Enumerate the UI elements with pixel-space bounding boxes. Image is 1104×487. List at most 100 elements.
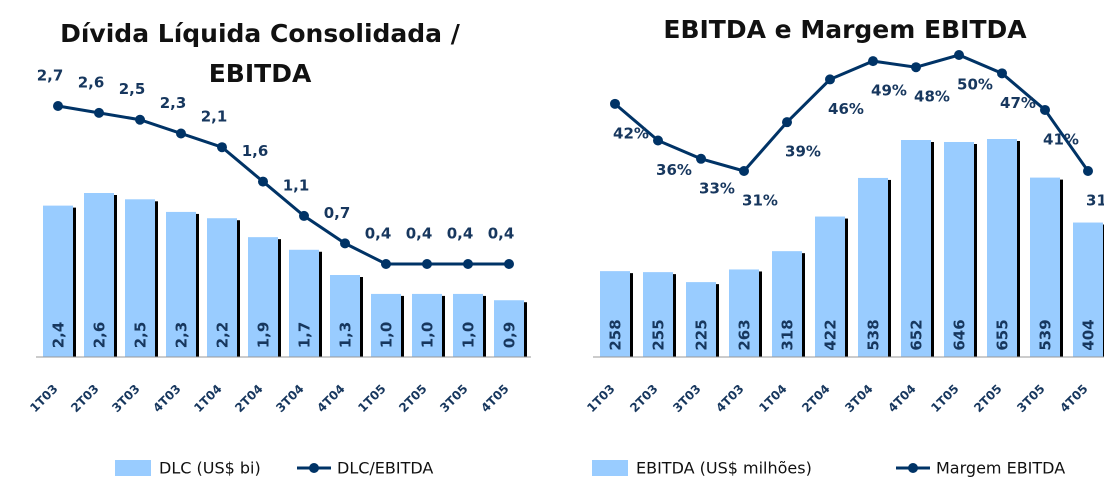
line-point [696,153,706,164]
bar [772,251,802,357]
bar-value-label: 225 [693,319,711,350]
x-tick-label: 2T05 [971,382,1004,415]
line-point [94,107,104,118]
legend-label: Margem EBITDA [936,459,1065,478]
line-point [954,50,964,60]
line-point [782,117,792,128]
line-value-label: 2,6 [78,73,105,91]
x-tick-label: 2T03 [627,382,660,415]
chart-title: Dívida Líquida Consolidada / EBITDA [60,19,460,88]
line-value-label: 0,4 [406,225,433,243]
line-point [997,68,1007,79]
x-tick-label: 2T04 [232,382,265,415]
bar [248,237,278,357]
bar-value-label: 646 [951,319,969,350]
bar-value-label: 2,6 [91,322,109,349]
bar-value-label: 2,2 [214,322,232,349]
line-value-label: 42% [613,124,649,142]
x-tick-label: 3T03 [109,382,142,415]
bar [371,293,401,357]
line-value-label: 0,7 [324,204,351,222]
bar [166,211,196,357]
line-value-label: 2,3 [160,94,187,112]
line-value-label: 2,7 [37,67,64,85]
line-value-label: 47% [1000,94,1036,112]
bar-value-label: 263 [736,319,754,350]
x-tick-label: 1T03 [27,382,60,415]
bar-value-label: 2,3 [173,322,191,349]
line-value-label: 36% [656,161,692,179]
bar-value-label: 1,7 [296,322,314,349]
x-tick-label: 2T04 [799,382,832,415]
x-tick-label: 2T05 [396,382,429,415]
line-point [653,135,663,146]
line-value-label: 0,4 [488,225,515,243]
bar [330,275,360,357]
legend-marker [309,463,319,473]
x-tick-label: 3T04 [273,382,306,415]
bar [1073,222,1103,357]
line-value-label: 0,4 [447,225,474,243]
line-point [299,210,309,221]
x-tick-label: 4T04 [885,382,918,415]
line-point [217,142,227,153]
line-point [739,166,749,176]
chart-title: EBITDA e Margem EBITDA [663,15,1027,44]
bar-value-label: 1,0 [378,322,396,349]
bar-value-label: 1,9 [255,322,273,349]
bar-value-label: 0,9 [501,322,519,349]
bar-value-label: 404 [1080,319,1098,350]
bar-value-label: 1,0 [419,322,437,349]
bar-value-label: 539 [1037,319,1055,350]
bar [43,205,73,357]
line-point [1083,166,1093,176]
line-value-label: 2,1 [201,108,228,126]
line-point [258,176,268,187]
line-value-label: 0,4 [365,225,392,243]
bar [858,177,888,357]
bar-value-label: 1,3 [337,322,355,349]
line-point [135,114,145,125]
line-value-label: 31% [1086,192,1104,210]
bar [453,293,483,357]
bar-value-label: 422 [822,319,840,350]
line-point [381,259,391,269]
line-point [868,56,878,67]
line-value-label: 50% [957,76,993,94]
x-tick-label: 1T05 [928,382,961,415]
line-point [176,128,186,139]
x-tick-label: 1T03 [584,382,617,415]
bar [84,193,114,357]
bar [987,139,1017,357]
bar-value-label: 538 [865,319,883,350]
line-value-label: 41% [1043,130,1079,148]
bar [412,293,442,357]
line-point [504,259,514,269]
line-value-label: 2,5 [119,80,146,98]
bar [944,141,974,357]
bar-value-label: 318 [779,319,797,350]
line-point [1040,104,1050,115]
bar [1030,177,1060,357]
line-point [911,62,921,73]
x-tick-label: 4T04 [314,382,347,415]
x-tick-label: 4T03 [713,382,746,415]
x-tick-label: 4T05 [1057,382,1090,415]
bar-value-label: 1,0 [460,322,478,349]
x-tick-label: 2T03 [68,382,101,415]
bar-value-label: 2,4 [50,322,68,349]
bar-value-label: 2,5 [132,322,150,349]
line-point [463,259,473,269]
x-tick-label: 3T05 [1014,382,1047,415]
bar-value-label: 652 [908,319,926,350]
x-tick-label: 3T04 [842,382,875,415]
bar [207,218,237,357]
line-value-label: 48% [914,88,950,106]
bar-value-label: 255 [650,319,668,350]
line-point [825,74,835,85]
line [57,104,509,266]
line-point [422,259,432,269]
line-value-label: 1,6 [242,142,269,160]
